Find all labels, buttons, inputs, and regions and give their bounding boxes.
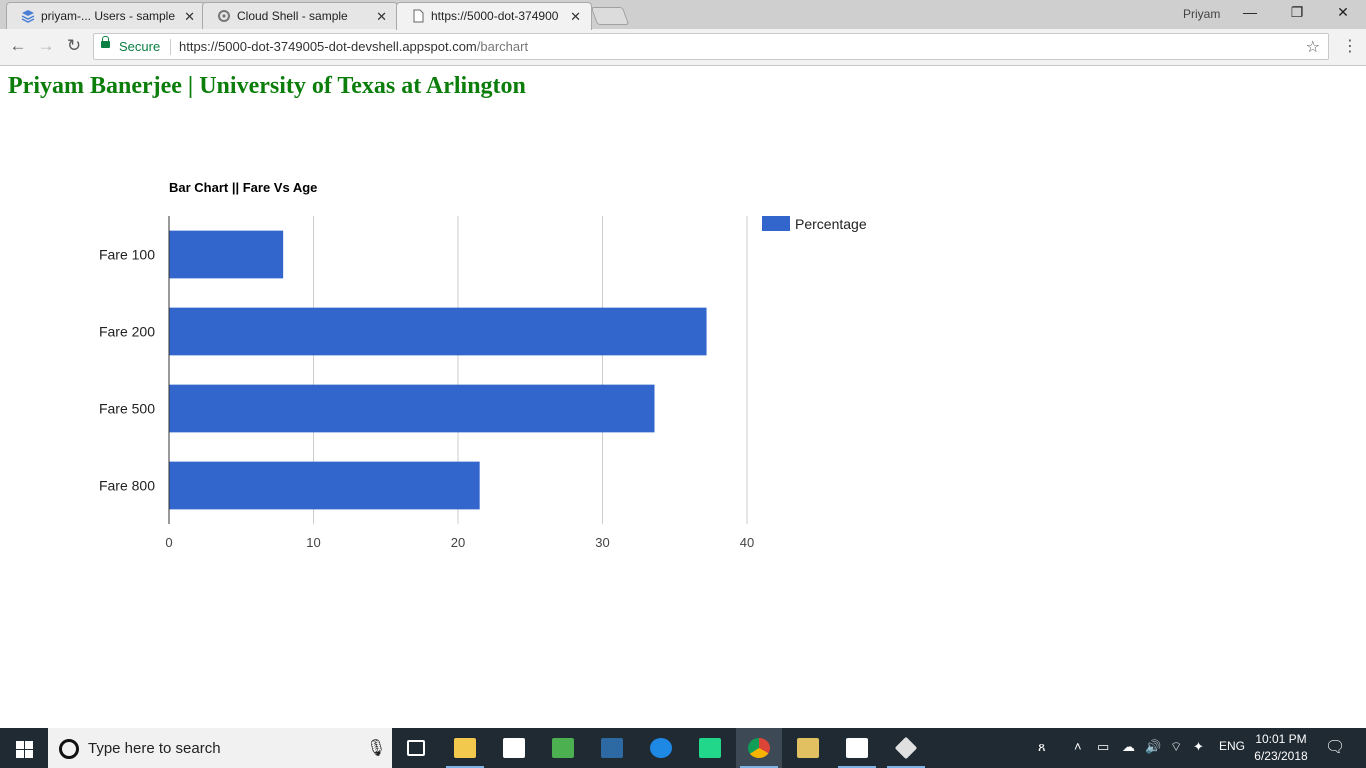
running-indicator	[887, 766, 925, 768]
chart-app-icon	[552, 738, 574, 758]
windows-logo-icon	[25, 741, 33, 749]
tab-users[interactable]: priyam-... Users - sample ✕	[6, 2, 206, 29]
dropbox-icon[interactable]: ✦	[1193, 739, 1204, 754]
pycharm-button[interactable]	[687, 728, 733, 768]
category-label: Fare 500	[99, 401, 155, 417]
bar-chart: Bar Chart || Fare Vs Age 0 10 20 30 40 Fare 10…	[99, 180, 867, 550]
tools-icon	[797, 738, 819, 758]
wifi-icon[interactable]: ⌔	[1170, 739, 1183, 754]
windows-logo-icon	[25, 750, 33, 758]
close-icon[interactable]: ✕	[570, 9, 581, 24]
task-view-icon	[407, 740, 425, 756]
chevron-up-icon[interactable]: ˄	[1074, 739, 1082, 754]
bar	[169, 384, 655, 433]
url-path: /barchart	[476, 39, 529, 54]
profile-name[interactable]: Priyam	[1183, 7, 1221, 21]
tab-barchart[interactable]: https://5000-dot-374900 ✕	[396, 2, 592, 30]
volume-icon[interactable]: 🔊	[1145, 739, 1162, 754]
chrome-button[interactable]	[736, 728, 782, 768]
tab-cloud-shell[interactable]: Cloud Shell - sample ✕	[202, 2, 398, 29]
browser-tab-strip: priyam-... Users - sample ✕ Cloud Shell …	[0, 0, 1366, 30]
git-button[interactable]	[883, 728, 929, 768]
sticky-notes-icon	[846, 738, 868, 758]
microphone-icon[interactable]: 🎙	[366, 740, 387, 757]
cloud-icon[interactable]: ☁	[1122, 739, 1135, 754]
running-indicator	[446, 766, 484, 768]
layers-icon	[21, 10, 35, 23]
git-icon	[894, 736, 918, 760]
clock[interactable]: 10:01 PM 6/23/2018	[1251, 731, 1311, 765]
cortana-icon	[59, 739, 79, 759]
bookmark-star-icon[interactable]: ☆	[1305, 39, 1320, 56]
secure-label: Secure	[119, 39, 161, 54]
clock-date: 6/23/2018	[1254, 749, 1308, 763]
x-tick-label: 40	[740, 535, 754, 550]
notifications-icon[interactable]: 🗨	[1325, 739, 1346, 756]
language-indicator[interactable]: ENG	[1219, 739, 1246, 753]
tab-label: priyam-... Users - sample	[41, 9, 176, 23]
edge-icon	[650, 738, 672, 758]
bar	[169, 461, 480, 510]
back-icon[interactable]: ←	[9, 36, 27, 55]
clock-time: 10:01 PM	[1255, 732, 1307, 746]
x-tick-label: 20	[451, 535, 465, 550]
legend-label: Percentage	[795, 216, 867, 232]
menu-icon[interactable]: ⋮	[1342, 38, 1358, 55]
x-tick-label: 0	[165, 535, 172, 550]
tab-label: https://5000-dot-374900	[431, 9, 559, 23]
file-explorer-button[interactable]	[442, 728, 488, 768]
page-title: Priyam Banerjee | University of Texas at…	[8, 73, 526, 99]
tools-button[interactable]	[785, 728, 831, 768]
notes-button[interactable]	[834, 728, 880, 768]
gear-icon	[218, 10, 230, 22]
bar	[169, 307, 707, 356]
url-text[interactable]: https://5000-dot-3749005-dot-devshell.ap…	[179, 39, 528, 54]
close-icon[interactable]: ✕	[376, 9, 387, 24]
url-host: https://5000-dot-3749005-dot-devshell.ap…	[179, 39, 477, 54]
start-button[interactable]	[0, 728, 48, 768]
legend-swatch	[762, 216, 790, 231]
chart-title: Bar Chart || Fare Vs Age	[169, 180, 317, 195]
app-button[interactable]	[540, 728, 586, 768]
windows-logo-icon	[16, 741, 24, 749]
task-view-button[interactable]	[393, 728, 439, 768]
running-indicator	[838, 766, 876, 768]
page-icon	[413, 9, 424, 23]
category-label: Fare 800	[99, 478, 155, 494]
store-icon	[503, 738, 525, 758]
lock-icon	[101, 36, 110, 48]
x-tick-label: 10	[306, 535, 320, 550]
restore-icon[interactable]: ❐	[1290, 4, 1304, 20]
category-label: Fare 200	[99, 324, 155, 340]
search-placeholder: Type here to search	[88, 740, 221, 757]
folder-icon	[454, 738, 476, 758]
reload-icon[interactable]: ↻	[66, 36, 82, 55]
divider	[170, 39, 171, 55]
store-button[interactable]	[491, 728, 537, 768]
edge-button[interactable]	[638, 728, 684, 768]
taskbar: Type here to search 🎙 ጸ ˄ ▭ ☁ 🔊 ⌔	[0, 728, 1366, 768]
chrome-icon	[748, 738, 770, 758]
close-window-icon[interactable]: ✕	[1337, 4, 1349, 20]
search-box[interactable]: Type here to search 🎙	[48, 728, 392, 768]
forward-icon[interactable]: →	[37, 36, 55, 55]
browser-toolbar: ← → ↻ Secure https://5000-dot-3749005-do…	[0, 29, 1366, 66]
minimize-icon[interactable]: —	[1243, 4, 1257, 20]
people-icon[interactable]: ጸ	[1038, 739, 1046, 754]
x-tick-label: 30	[595, 535, 609, 550]
close-icon[interactable]: ✕	[184, 9, 195, 24]
sql-button[interactable]	[589, 728, 635, 768]
address-bar[interactable]: Secure https://5000-dot-3749005-dot-devs…	[93, 33, 1329, 60]
running-indicator	[740, 766, 778, 768]
windows-logo-icon	[16, 750, 24, 758]
tab-label: Cloud Shell - sample	[237, 9, 348, 23]
bar	[169, 230, 284, 279]
battery-icon[interactable]: ▭	[1097, 739, 1110, 754]
database-icon	[601, 738, 623, 758]
category-label: Fare 100	[99, 247, 155, 263]
pycharm-icon	[699, 738, 721, 758]
